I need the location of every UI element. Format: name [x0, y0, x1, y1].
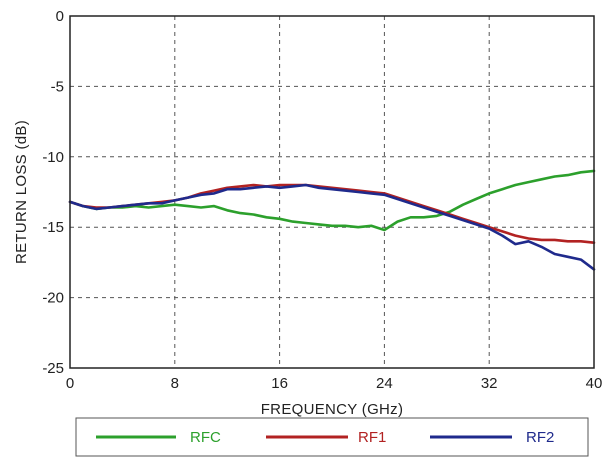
plot-area [70, 16, 594, 368]
y-tick-label: -15 [42, 219, 64, 236]
y-tick-label: -25 [42, 360, 64, 377]
legend-label-rf2: RF2 [526, 429, 554, 446]
y-tick-label: -20 [42, 290, 64, 307]
x-tick-label: 8 [171, 375, 179, 392]
series-line-rf2 [68, 183, 596, 271]
y-axis-title: RETURN LOSS (dB) [13, 120, 30, 264]
x-tick-label: 16 [271, 375, 288, 392]
legend-label-rf1: RF1 [358, 429, 386, 446]
x-tick-label: 0 [66, 375, 74, 392]
x-axis-title: FREQUENCY (GHz) [261, 401, 404, 418]
tick-labels: 0 8 16 24 32 40 0 -5 -10 -15 -20 -25 [42, 8, 602, 392]
x-tick-label: 40 [586, 375, 603, 392]
legend-label-rfc: RFC [190, 429, 221, 446]
legend: RFC RF1 RF2 [96, 429, 554, 446]
x-tick-label: 24 [376, 375, 393, 392]
y-tick-label: -5 [51, 78, 64, 95]
series-layer [68, 169, 596, 271]
x-tick-label: 32 [481, 375, 498, 392]
grid [70, 16, 594, 368]
y-tick-label: 0 [56, 8, 64, 25]
plot-frame [69, 15, 595, 369]
series-line-rfc [68, 169, 596, 232]
y-tick-label: -10 [42, 149, 64, 166]
